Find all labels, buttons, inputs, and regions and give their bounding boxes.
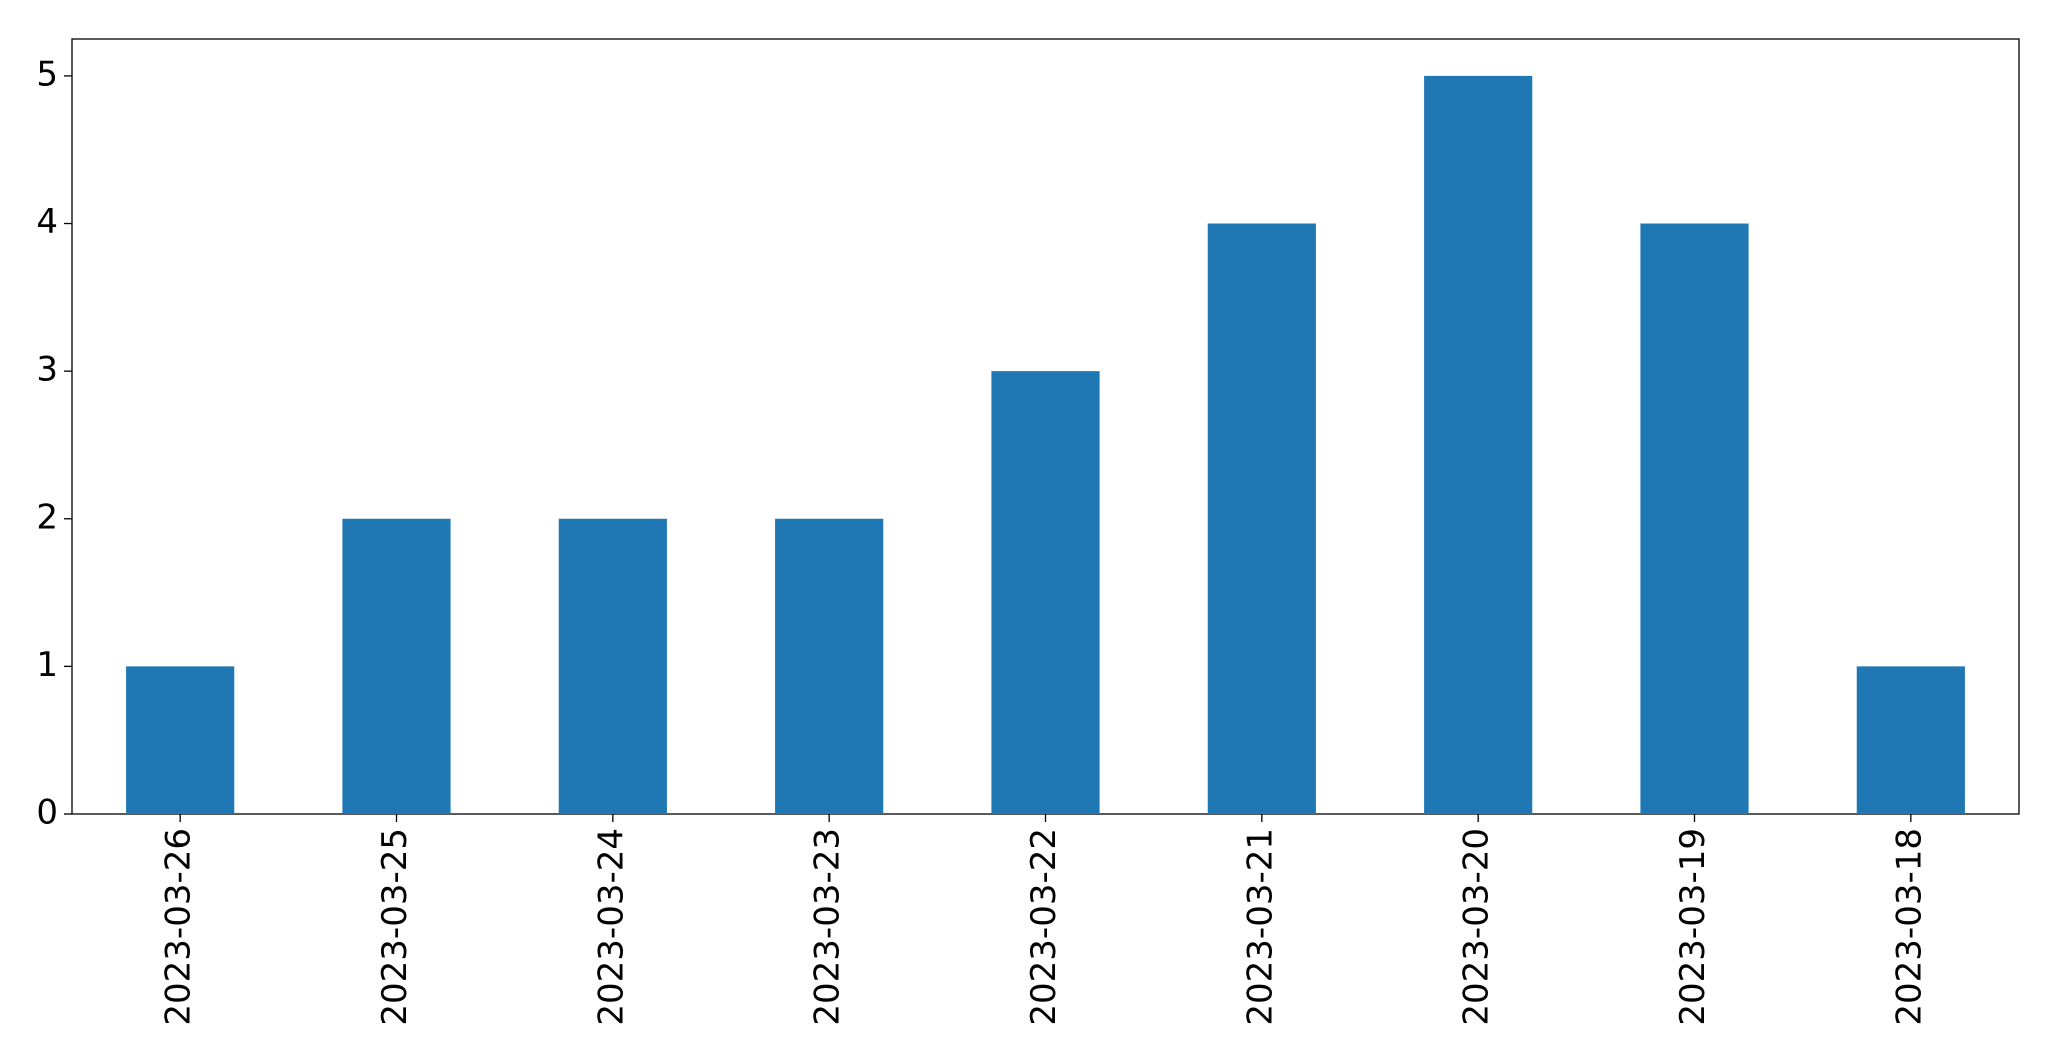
x-tick-label: 2023-03-23 — [808, 828, 848, 1026]
x-tick-label: 2023-03-25 — [375, 828, 415, 1026]
y-tick-label: 4 — [36, 202, 58, 242]
x-tick-label: 2023-03-18 — [1889, 828, 1929, 1026]
y-tick-label: 1 — [36, 645, 58, 685]
y-tick-label: 5 — [36, 54, 58, 94]
bar — [1207, 223, 1316, 814]
x-tick-label: 2023-03-19 — [1673, 828, 1713, 1026]
bar — [558, 518, 667, 814]
x-tick-label: 2023-03-24 — [591, 828, 631, 1026]
bar — [1424, 75, 1533, 814]
bar — [126, 666, 235, 814]
y-tick-label: 3 — [36, 350, 58, 390]
x-tick-label: 2023-03-26 — [159, 828, 199, 1026]
x-tick-label: 2023-03-21 — [1240, 828, 1280, 1026]
bar — [775, 518, 884, 814]
x-tick-label: 2023-03-22 — [1024, 828, 1064, 1026]
bar — [342, 518, 451, 814]
x-tick-label: 2023-03-20 — [1457, 828, 1497, 1026]
y-tick-label: 2 — [36, 497, 58, 537]
y-tick-label: 0 — [36, 793, 58, 833]
bar — [1856, 666, 1965, 814]
bar — [1640, 223, 1749, 814]
bar — [991, 371, 1100, 814]
